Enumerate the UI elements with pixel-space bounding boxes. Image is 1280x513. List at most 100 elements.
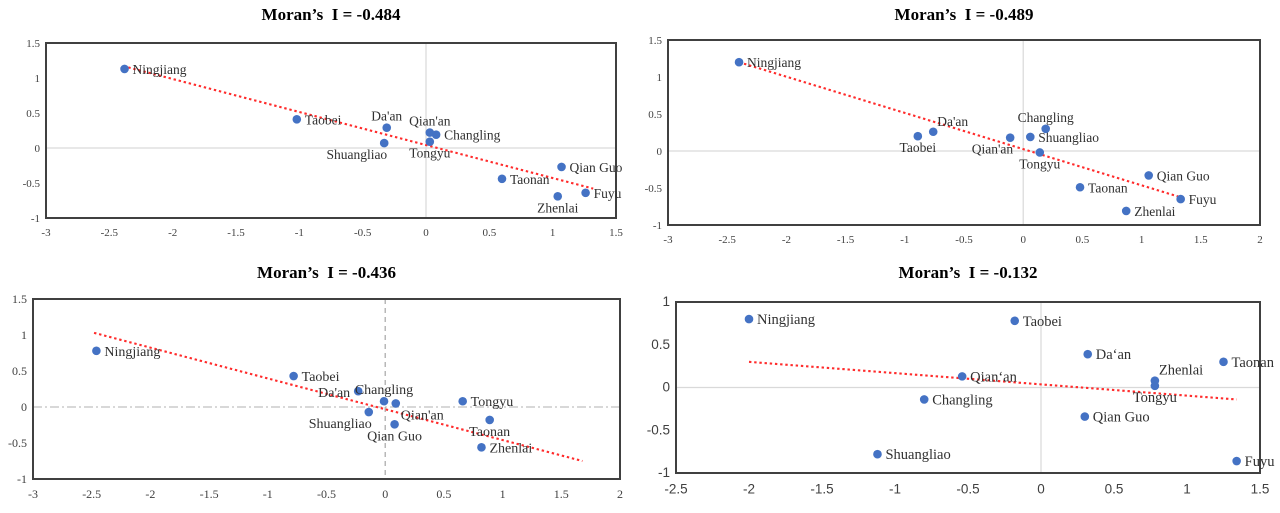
x-tick-label: -0.5 bbox=[956, 482, 979, 497]
x-tick-label: -3 bbox=[28, 487, 38, 501]
data-point-da-an bbox=[353, 386, 363, 396]
point-label-zhenlai: Zhenlai bbox=[1134, 204, 1175, 219]
point-label-qian-an: Qian‘an bbox=[970, 369, 1017, 385]
y-tick-label: 1 bbox=[662, 294, 670, 309]
plot-frame bbox=[675, 301, 1261, 474]
point-label-taobei: Taobei bbox=[1023, 314, 1062, 330]
data-point-zhenlai bbox=[553, 192, 563, 201]
x-tick-label: 1 bbox=[1183, 482, 1191, 497]
data-point-taobei bbox=[913, 131, 923, 141]
point-label-da-an: Da'an bbox=[371, 109, 402, 124]
data-point-shuangliao bbox=[364, 407, 374, 417]
data-point-changling bbox=[919, 395, 929, 404]
x-tick-label: 0 bbox=[423, 227, 429, 239]
data-point-changling bbox=[1041, 124, 1050, 134]
point-label-zhenlai: Zhenlai bbox=[1159, 363, 1203, 379]
plot-frame bbox=[45, 42, 617, 219]
point-label-zhenlai: Zhenlai bbox=[537, 200, 578, 215]
y-tick-label: 1.5 bbox=[12, 292, 27, 306]
data-point-zhenlai bbox=[477, 443, 486, 452]
point-label-shuangliao: Shuangliao bbox=[326, 147, 387, 162]
trend-line bbox=[93, 331, 583, 463]
x-tick-label: 1 bbox=[500, 487, 506, 501]
y-tick-label: 0.5 bbox=[26, 108, 40, 120]
x-tick-label: 1.5 bbox=[554, 487, 569, 501]
point-label-fuyu: Fuyu bbox=[1245, 454, 1275, 470]
data-point-da-an bbox=[1083, 349, 1093, 359]
x-tick-label: 0.5 bbox=[482, 227, 496, 239]
x-tick-label: -1 bbox=[889, 482, 901, 497]
y-tick-label: -0.5 bbox=[645, 183, 663, 195]
chart-cell-top-left: Ningjiang Taobei Da'an Shuangliao Qian'an Cha… bbox=[0, 0, 640, 256]
x-tick-label: -0.5 bbox=[317, 487, 336, 501]
data-point-qian-guo bbox=[1144, 171, 1154, 180]
point-label-ningjiang: Ningjiang bbox=[133, 62, 187, 77]
data-point-qian-an bbox=[391, 399, 401, 408]
data-point-shuangliao bbox=[379, 138, 389, 148]
x-tick-label: 2 bbox=[1257, 234, 1263, 246]
data-point-taonan bbox=[485, 415, 494, 425]
data-point-tongyu bbox=[425, 137, 435, 146]
data-point-zhenlai bbox=[1121, 206, 1131, 216]
point-label-tongyu: Tongyu bbox=[409, 146, 450, 161]
x-tick-label: 0.5 bbox=[436, 487, 451, 501]
chart-cell-bottom-right: Ningjiang Taobei Da‘an Qian‘an Changling Shua… bbox=[640, 256, 1280, 513]
point-label-qian-an: Qian'an bbox=[409, 114, 451, 129]
point-label-changling: Changling bbox=[444, 128, 500, 143]
y-tick-label: -0.5 bbox=[23, 178, 41, 190]
x-tick-label: -3 bbox=[41, 227, 51, 239]
x-tick-label: 0 bbox=[382, 487, 388, 501]
y-tick-label: 0 bbox=[662, 380, 670, 395]
point-label-shuangliao: Shuangliao bbox=[309, 417, 372, 432]
chart-cell-top-right: Ningjiang Taobei Da'an Qian'an Shuangliao Cha… bbox=[640, 0, 1280, 256]
x-tick-label: 1.5 bbox=[1194, 234, 1208, 246]
x-tick-label: -1 bbox=[900, 234, 909, 246]
point-label-tongyu: Tongyu bbox=[471, 395, 514, 410]
data-point-qian-guo bbox=[557, 162, 566, 172]
x-tick-label: -2 bbox=[743, 482, 755, 497]
point-label-ningjiang: Ningjiang bbox=[747, 55, 801, 70]
x-tick-label: -2 bbox=[782, 234, 791, 246]
data-point-taonan bbox=[1219, 357, 1228, 367]
point-label-zhenlai: Zhenlai bbox=[489, 441, 532, 456]
point-label-taonan: Taonan bbox=[1232, 355, 1275, 371]
y-tick-label: -0.5 bbox=[647, 422, 670, 437]
point-label-taobei: Taobei bbox=[900, 140, 937, 155]
x-tick-label: -2 bbox=[168, 227, 177, 239]
data-point-taobei bbox=[289, 371, 298, 381]
x-tick-label: 0 bbox=[1020, 234, 1026, 246]
x-tick-label: -0.5 bbox=[354, 227, 372, 239]
moran-scatter-plot-1: Ningjiang Taobei Da'an Shuangliao Qian'anCha… bbox=[23, 5, 624, 239]
point-label-changling: Changling bbox=[355, 383, 413, 398]
x-tick-label: 0.5 bbox=[1105, 482, 1124, 497]
y-tick-label: 1.5 bbox=[648, 35, 662, 47]
point-label-tongyu: Tongyu bbox=[1133, 390, 1177, 406]
chart-title: Moran’s I = -0.489 bbox=[895, 5, 1034, 24]
point-label-tongyu: Tongyu bbox=[1019, 156, 1060, 171]
point-label-qian-an: Qian'an bbox=[972, 142, 1014, 157]
data-point-taobei bbox=[292, 115, 302, 124]
point-label-shuangliao: Shuangliao bbox=[1038, 130, 1099, 145]
y-tick-label: 1 bbox=[21, 328, 27, 342]
y-tick-label: 1 bbox=[35, 73, 41, 85]
x-tick-label: -2.5 bbox=[664, 482, 687, 497]
point-label-taobei: Taobei bbox=[305, 112, 342, 127]
x-tick-label: 1.5 bbox=[1251, 482, 1270, 497]
y-tick-label: -1 bbox=[17, 472, 27, 486]
point-label-qian-an: Qian'an bbox=[401, 408, 444, 423]
x-tick-label: -1.5 bbox=[837, 234, 855, 246]
point-label-ningjiang: Ningjiang bbox=[757, 312, 815, 328]
data-point-taonan bbox=[1075, 182, 1085, 192]
x-tick-label: -1.5 bbox=[227, 227, 245, 239]
y-tick-label: 1 bbox=[657, 72, 663, 84]
x-tick-label: -3 bbox=[663, 234, 673, 246]
moran-scatter-plot-4: Ningjiang Taobei Da‘an Qian‘an Changling Shua… bbox=[647, 263, 1275, 497]
point-label-qian-guo: Qian Guo bbox=[570, 160, 623, 175]
data-point-tongyu bbox=[458, 396, 467, 406]
data-point-taonan bbox=[497, 174, 507, 184]
data-point-qian-an bbox=[957, 372, 967, 381]
data-point-changling bbox=[379, 396, 389, 406]
x-tick-label: -2 bbox=[145, 487, 155, 501]
